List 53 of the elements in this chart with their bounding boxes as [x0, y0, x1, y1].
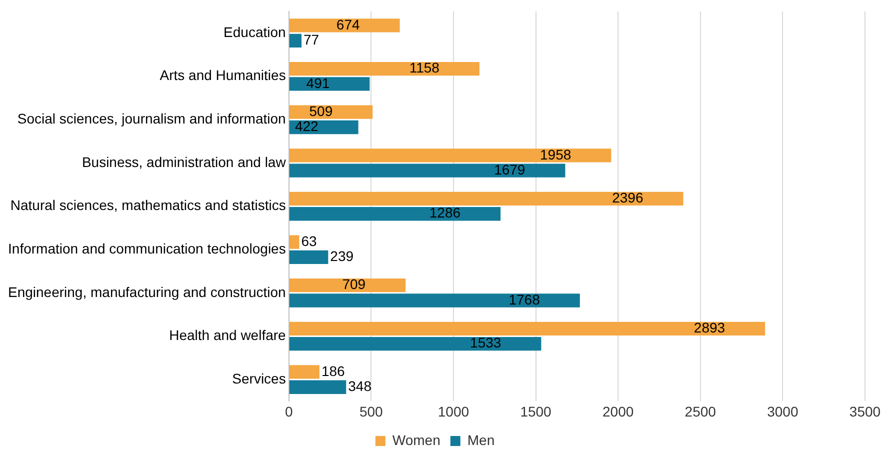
y-tick-label: Information and communication technologies — [8, 240, 286, 256]
x-tick-label: 500 — [359, 403, 384, 420]
data-label: 491 — [306, 74, 330, 91]
y-tick-label: Services — [232, 370, 286, 386]
data-label: 1679 — [494, 161, 526, 178]
data-label: 422 — [294, 118, 319, 134]
data-label: 1768 — [508, 291, 540, 308]
data-label: 2893 — [694, 320, 726, 336]
bar — [289, 192, 684, 206]
data-label: 709 — [342, 276, 366, 292]
x-tick-label: 2000 — [602, 403, 634, 420]
data-label: 1286 — [429, 204, 461, 221]
bar — [289, 322, 766, 336]
y-tick-label: Arts and Humanities — [160, 67, 286, 84]
bar — [289, 77, 370, 91]
data-label: 348 — [348, 378, 372, 394]
x-tick-label: 0 — [284, 403, 293, 420]
bar — [289, 207, 501, 221]
data-label: 1158 — [409, 60, 440, 76]
x-tick-label: 3500 — [849, 403, 881, 420]
x-tick-label: 2500 — [684, 403, 716, 420]
data-label: 1958 — [540, 146, 572, 162]
bar — [289, 250, 328, 264]
x-tick-label: 3000 — [767, 403, 798, 420]
bar — [289, 62, 480, 76]
x-tick-label: 1500 — [520, 403, 552, 420]
y-tick-label: Education — [224, 24, 286, 40]
bar — [289, 148, 612, 162]
bar — [289, 294, 580, 308]
data-label: 2396 — [612, 190, 644, 206]
data-label: 77 — [304, 31, 320, 48]
y-tick-label: Engineering, manufacturing and construction — [8, 284, 286, 300]
data-label: 63 — [301, 232, 317, 249]
data-label: 509 — [309, 102, 333, 119]
bar — [289, 235, 300, 249]
y-tick-label: Health and welfare — [169, 327, 286, 344]
bar — [289, 278, 406, 292]
x-tick-label: 1000 — [438, 403, 470, 420]
bar — [289, 164, 566, 178]
bar — [289, 380, 346, 394]
bar — [289, 18, 400, 32]
bar — [289, 336, 542, 351]
bar — [289, 34, 302, 48]
data-label: 186 — [321, 362, 346, 379]
data-label: 674 — [336, 16, 360, 32]
data-label: 1533 — [470, 334, 502, 351]
legend-label: Men — [467, 432, 495, 448]
y-tick-label: Business, administration and law — [82, 154, 287, 170]
legend-label: Women — [392, 432, 440, 448]
bar — [289, 365, 320, 379]
data-label: 239 — [330, 248, 354, 264]
y-tick-label: Social sciences, journalism and information — [17, 110, 286, 127]
y-tick-label: Natural sciences, mathematics and statistics — [10, 197, 286, 214]
